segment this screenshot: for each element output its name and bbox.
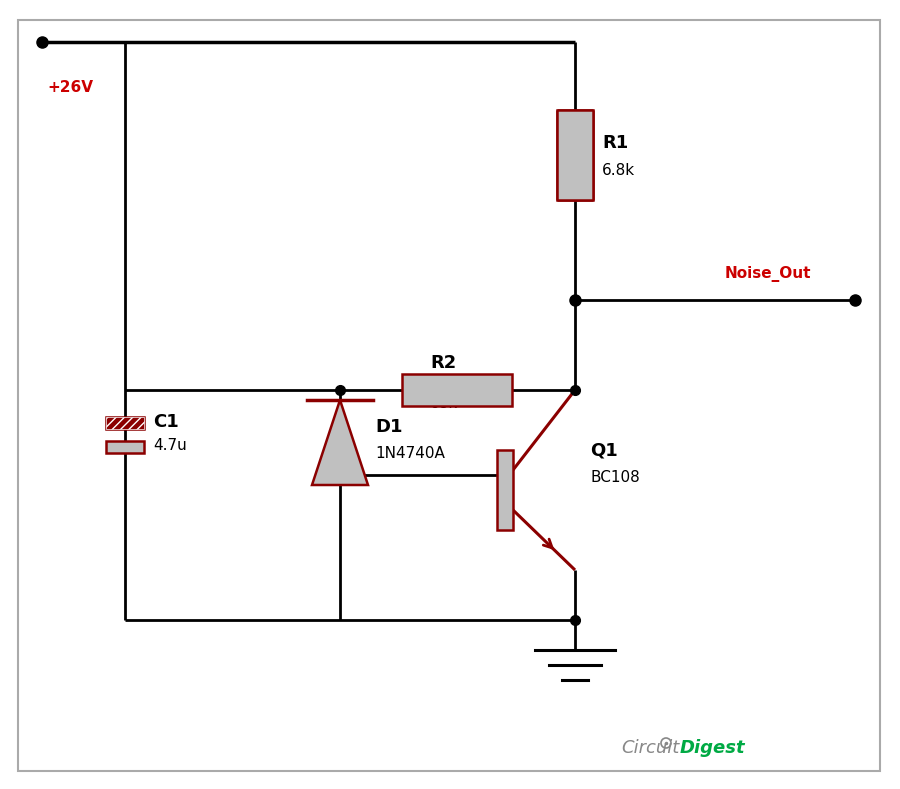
Text: R2: R2	[430, 354, 456, 372]
Text: Q1: Q1	[590, 441, 617, 459]
Text: Digest: Digest	[680, 739, 745, 757]
Text: 4.7u: 4.7u	[153, 438, 187, 453]
Bar	[497, 450, 513, 530]
Text: Noise_Out: Noise_Out	[725, 266, 812, 282]
Text: +26V: +26V	[47, 80, 93, 95]
Text: BC108: BC108	[590, 470, 640, 485]
Bar	[557, 110, 593, 200]
Text: C1: C1	[153, 413, 179, 431]
Bar	[106, 441, 144, 453]
Text: Circuit: Circuit	[622, 739, 680, 757]
Text: 68k: 68k	[430, 396, 458, 411]
Text: 6.8k: 6.8k	[602, 163, 635, 178]
Bar	[402, 374, 512, 406]
Bar	[106, 417, 144, 429]
Text: 1N4740A: 1N4740A	[375, 446, 445, 461]
Text: R1: R1	[602, 134, 628, 152]
Polygon shape	[312, 400, 368, 485]
Bar	[106, 417, 144, 429]
Text: D1: D1	[375, 418, 402, 436]
